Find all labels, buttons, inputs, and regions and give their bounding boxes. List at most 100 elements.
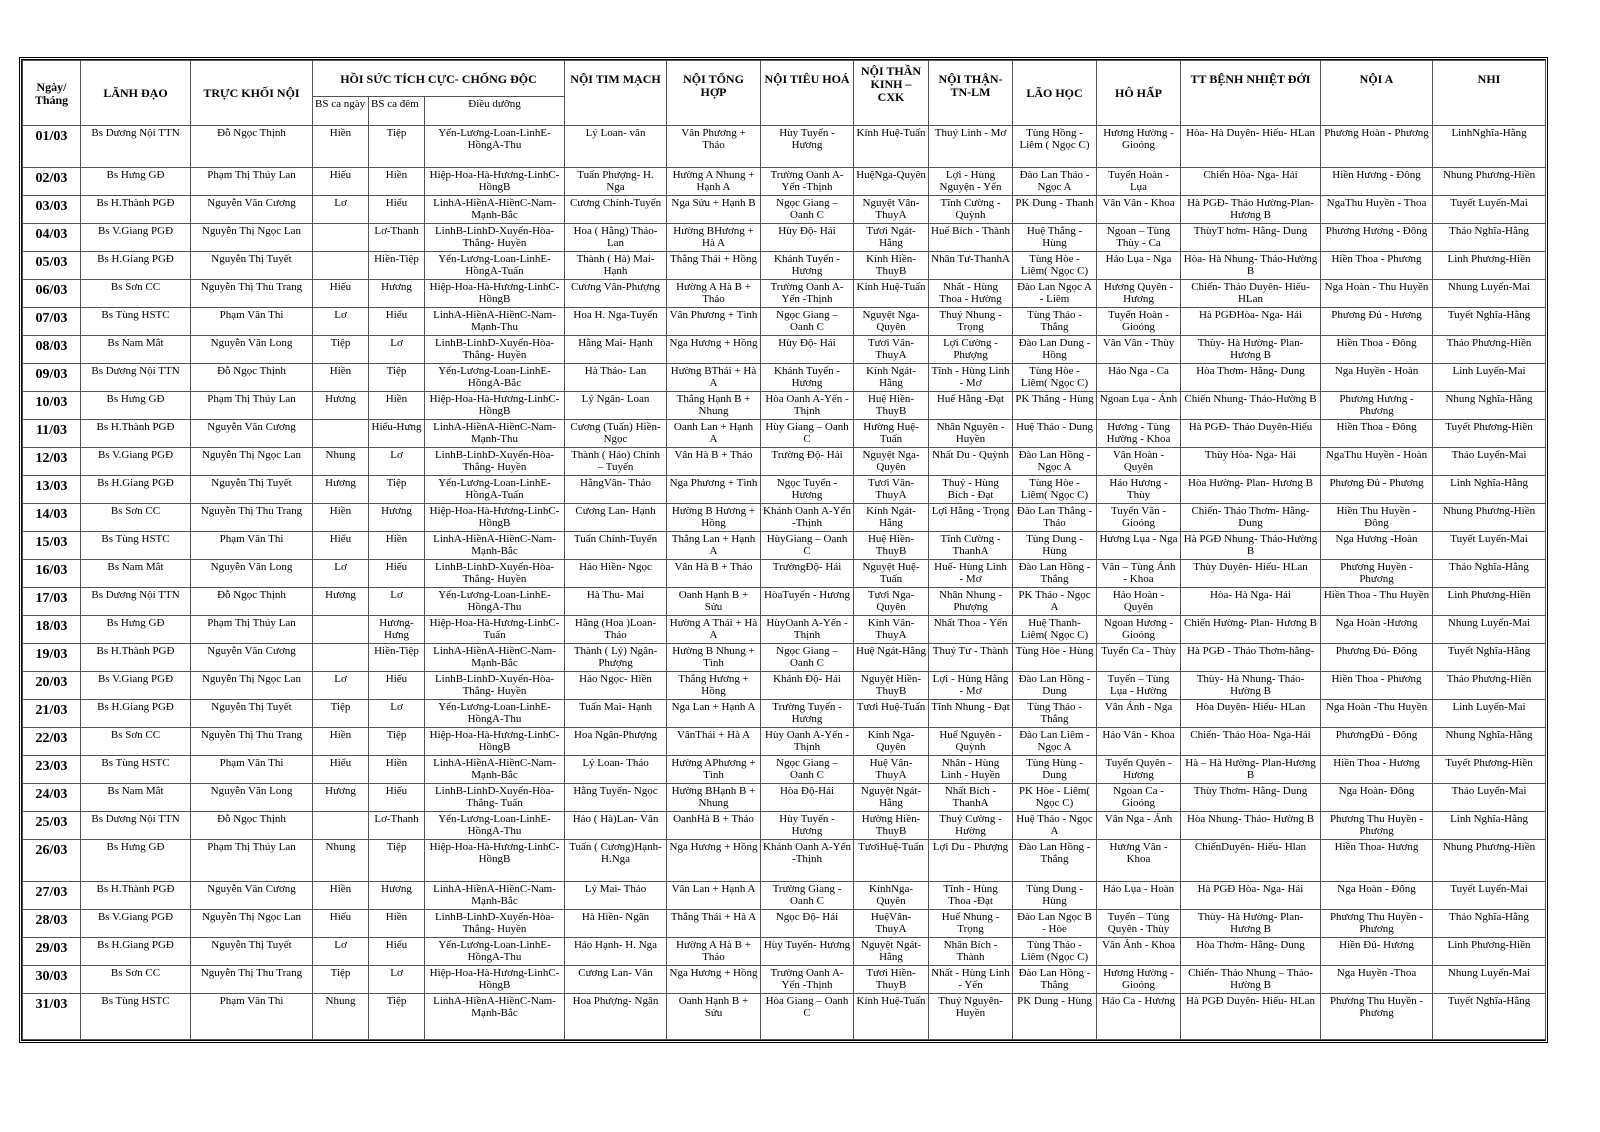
table-cell: Hảo ( Hà)Lan- Vân [564, 811, 668, 840]
table-cell: Thuý Nguyên- Huyền [928, 993, 1014, 1040]
table-cell: Nguyễn Văn Cương [190, 881, 313, 910]
table-cell: Vân Lan + Hạnh A [666, 881, 762, 910]
table-cell: Hảo Vân - Khoa [1096, 727, 1182, 756]
table-cell: Hiếu [312, 909, 369, 938]
table-header: Ngày/ Tháng LÃNH ĐẠO TRỰC KHỐI NỘI HỒI S… [22, 60, 1547, 126]
table-cell: Nhung [312, 839, 369, 882]
table-cell: Hiền Thoa - Đông [1320, 335, 1434, 364]
table-cell: Bs V.Giang PGĐ [80, 223, 191, 252]
table-cell: Lơ [312, 559, 369, 588]
table-cell: Hương [368, 881, 425, 910]
table-cell: Hùy Độ- Hải [760, 223, 855, 252]
table-cell: Nhân Nguyên - Huyền [928, 419, 1014, 448]
header-cell: TRỰC KHỐI NỘI [190, 60, 313, 126]
table-cell: Phạm Văn Thi [190, 531, 313, 560]
table-cell: Hương Vân - Khoa [1096, 839, 1182, 882]
header-cell: Ngày/ Tháng [22, 60, 81, 126]
table-cell: ChiếnDuyên- Hiếu- Hlan [1180, 839, 1322, 882]
table-cell: Hiếu [368, 559, 425, 588]
table-cell: Hà PGĐ Duyên- Hiếu- HLan [1180, 993, 1322, 1040]
table-cell: Thảo Nghĩa-Hằng [1432, 559, 1547, 588]
table-cell: Hiếu-Hưng [368, 419, 425, 448]
table-cell: TrườngĐộ- Hải [760, 559, 855, 588]
table-cell: Đỗ Ngọc Thịnh [190, 587, 313, 616]
table-cell: Huế Bích - Thành [928, 223, 1014, 252]
table-cell: Hảo Lụa - Nga [1096, 251, 1182, 280]
table-cell: HùyGiang – Oanh C [760, 531, 855, 560]
table-cell: Đào Lan Ngọc B - Hòe [1012, 909, 1098, 938]
table-cell: Nhân Nhung - Phượng [928, 587, 1014, 616]
table-cell: Tiệp [368, 727, 425, 756]
table-cell: Tuấn Phượng- H. Nga [564, 167, 668, 196]
table-body: 01/03 Bs Dương Nội TTN Đỗ Ngọc Thịnh Hiền Ti… [22, 125, 1547, 1040]
table-cell [312, 615, 369, 644]
date-cell: 16/03 [22, 559, 81, 588]
table-cell: Thuý Tư - Thành [928, 643, 1014, 672]
table-cell: Hà PGĐHòa- Nga- Hải [1180, 307, 1322, 336]
schedule-frame: Ngày/ Tháng LÃNH ĐẠO TRỰC KHỐI NỘI HỒI S… [19, 57, 1548, 1043]
table-cell: Hiền [312, 881, 369, 910]
table-cell: Hương Quyên - Hương [1096, 279, 1182, 308]
table-cell: PK Thảo - Ngọc A [1012, 587, 1098, 616]
header-cell: TT BỆNH NHIỆT ĐỚI [1180, 60, 1322, 126]
table-cell: Nga Hoàn -Thu Huyền [1320, 699, 1434, 728]
table-cell: Chiến- Thảo Duyên- Hiếu-HLan [1180, 279, 1322, 308]
table-cell: Hiếu [368, 937, 425, 966]
table-cell: Tiệp [312, 965, 369, 994]
table-row: 03/03 Bs H.Thành PGĐ Nguyễn Văn Cương Lơ Hiế… [22, 195, 1547, 224]
date-cell: 22/03 [22, 727, 81, 756]
table-cell: Cương Vân-Phượng [564, 279, 668, 308]
table-cell: Khánh Tuyến - Hương [760, 251, 855, 280]
table-cell: Tuyết Luyến-Mai [1432, 531, 1547, 560]
table-row: 12/03 Bs V.Giang PGĐ Nguyễn Thị Ngọc Lan Nh… [22, 447, 1547, 476]
table-cell: Vân Phương + Thảo [666, 125, 762, 168]
date-cell: 31/03 [22, 993, 81, 1040]
table-cell: PK Thắng - Hùng [1012, 391, 1098, 420]
table-cell: Hiền [368, 167, 425, 196]
subheader-cell: Điều dưỡng [423, 96, 566, 126]
table-cell: Thùy- Hà Nhung- Thảo-Hường B [1180, 671, 1322, 700]
table-cell: Thắng Hương + Hồng [666, 671, 762, 700]
table-cell: Hùy Giang – Oanh C [760, 419, 855, 448]
date-cell: 04/03 [22, 223, 81, 252]
table-cell: Lý Loan- Thảo [564, 755, 668, 784]
table-cell: Hiền Thoa - Thu Huyền [1320, 587, 1434, 616]
table-cell: Hảo Lụa - Hoàn [1096, 881, 1182, 910]
table-cell: Lơ [368, 965, 425, 994]
table-cell: Vân Nga - Ánh [1096, 811, 1182, 840]
table-cell: Yến-Lương-Loan-LinhE-HồngA-Bắc [423, 363, 566, 392]
table-cell: Hiền [312, 503, 369, 532]
header-cell: NỘI THẬN-TN-LM [928, 60, 1014, 126]
table-cell: Tĩnh Nhung - Đạt [928, 699, 1014, 728]
table-cell: Vân Hà B + Thảo [666, 447, 762, 476]
table-cell: Hảo Hoàn - Quyên [1096, 587, 1182, 616]
table-cell: Vân Vân - Thùy [1096, 335, 1182, 364]
table-cell: Hòa- Hà Nhung- Thảo-Hường B [1180, 251, 1322, 280]
table-cell: Huế Hằng -Đạt [928, 391, 1014, 420]
table-cell: HuệNga-Quyên [853, 167, 930, 196]
table-cell: Lơ [368, 699, 425, 728]
table-cell: Lơ [368, 447, 425, 476]
table-row: 24/03 Bs Nam Mắt Nguyễn Văn Long Hương Hiếu L… [22, 783, 1547, 812]
table-cell: Thùy Duyên- Hiếu- HLan [1180, 559, 1322, 588]
table-cell: Hường APhương + Tình [666, 755, 762, 784]
table-cell: Linh Luyến-Mai [1432, 699, 1547, 728]
table-cell: Đỗ Ngọc Thịnh [190, 811, 313, 840]
table-cell: Bs Nam Mắt [80, 783, 191, 812]
table-cell: Hòa Duyên- Hiếu- HLan [1180, 699, 1322, 728]
table-cell: Bs Sơn CC [80, 965, 191, 994]
table-cell: Tươi Huệ-Tuấn [853, 699, 930, 728]
table-cell: Lợi Du - Phượng [928, 839, 1014, 882]
date-cell: 19/03 [22, 643, 81, 672]
table-cell: Bs Nam Mắt [80, 335, 191, 364]
date-cell: 15/03 [22, 531, 81, 560]
table-cell: Thảo Luyến-Mai [1432, 783, 1547, 812]
table-cell: Lợi - Hùng Nguyện - Yến [928, 167, 1014, 196]
table-row: 27/03 Bs H.Thành PGĐ Nguyễn Văn Cương Hiền H… [22, 881, 1547, 910]
table-cell: Bs Dương Nội TTN [80, 587, 191, 616]
table-cell: Kính Hiền-ThuyB [853, 251, 930, 280]
table-cell: Nga Hoàn- Đông [1320, 783, 1434, 812]
table-row: 23/03 Bs Tùng HSTC Phạm Văn Thi Hiếu Hiền Lin… [22, 755, 1547, 784]
table-cell: Lơ [368, 335, 425, 364]
table-cell: Nguyễn Thị Thu Trang [190, 279, 313, 308]
